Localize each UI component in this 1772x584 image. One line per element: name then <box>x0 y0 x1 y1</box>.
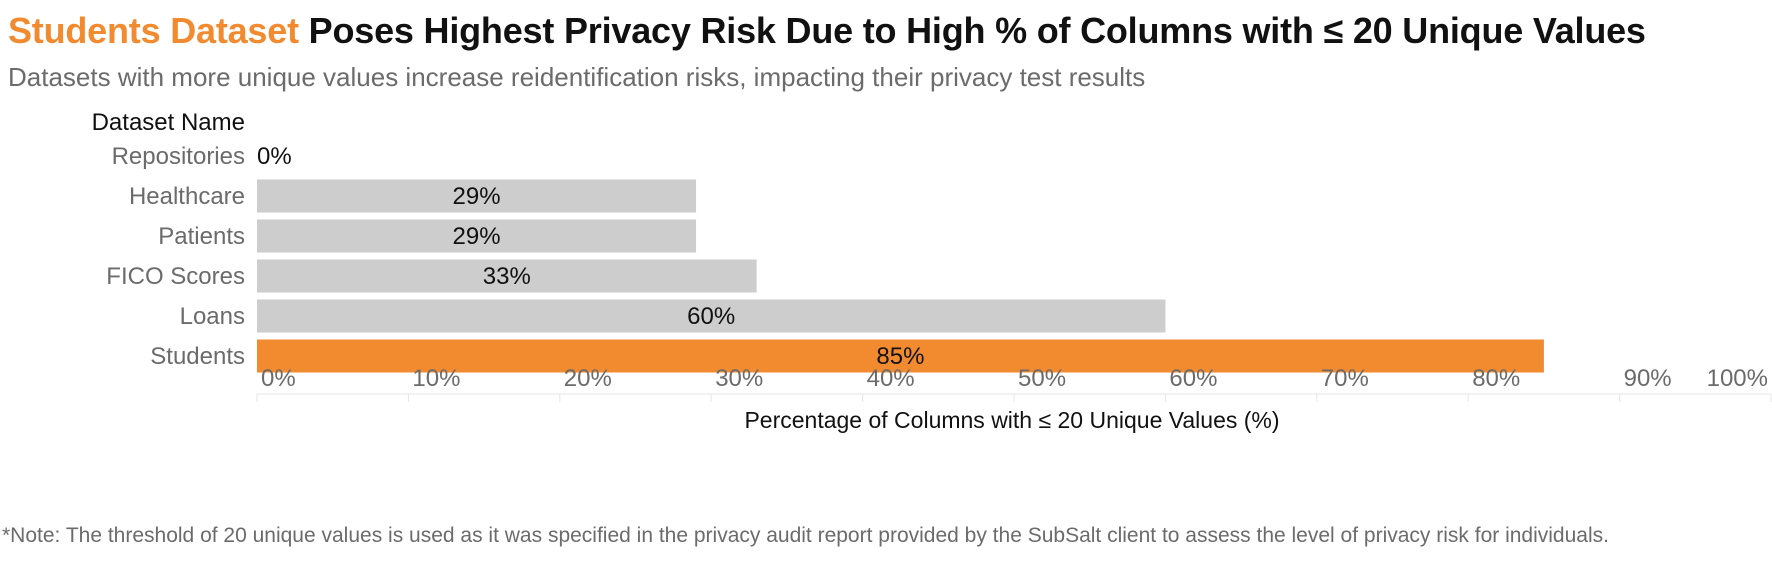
x-tick-label: 20% <box>564 365 612 392</box>
bar <box>257 219 697 253</box>
bar-value-label: 33% <box>483 263 531 290</box>
x-tick-label: 50% <box>1018 365 1066 392</box>
bar-chart: Dataset Name Repositories 0% Healthcare 29%… <box>92 110 1772 433</box>
x-tick-label: 30% <box>715 365 763 392</box>
bar <box>257 259 757 293</box>
chart-title-rest: Poses Highest Privacy Risk Due to High %… <box>298 10 1646 51</box>
bar-value-label: 85% <box>876 343 924 370</box>
category-label: Healthcare <box>129 183 245 210</box>
chart-title: Students Dataset Poses Highest Privacy R… <box>8 10 1646 52</box>
bar-value-label: 0% <box>257 143 292 170</box>
x-tick-label: 0% <box>261 365 296 392</box>
bar-value-label: 29% <box>453 183 501 210</box>
x-axis-label: Percentage of Columns with ≤ 20 Unique V… <box>744 407 1279 433</box>
x-tick-label: 70% <box>1321 365 1369 392</box>
bar <box>257 179 697 213</box>
category-label: Students <box>150 343 245 370</box>
bar <box>257 299 1166 333</box>
x-tick-label: 90% <box>1624 365 1672 392</box>
x-tick-label: 80% <box>1472 365 1520 392</box>
x-tick-label: 40% <box>867 365 915 392</box>
x-tick-label: 100% <box>1707 365 1768 392</box>
bars-group: Repositories 0% Healthcare 29% Patients 29% FI… <box>106 143 1544 373</box>
chart-subtitle: Datasets with more unique values increas… <box>8 62 1146 92</box>
x-tick-label: 10% <box>412 365 460 392</box>
footnote: *Note: The threshold of 20 unique values… <box>2 524 1609 547</box>
category-label: FICO Scores <box>106 263 245 290</box>
bar <box>257 339 1544 373</box>
bar-value-label: 60% <box>687 303 735 330</box>
category-label: Loans <box>180 303 245 330</box>
x-tick-label: 60% <box>1169 365 1217 392</box>
category-label: Repositories <box>112 143 245 170</box>
bar-value-label: 29% <box>453 223 501 250</box>
x-axis-ticks: 0% 10% 20% 30% 40% 50% 60% 70% 80% 90% 100% <box>256 365 1772 402</box>
chart-title-highlight: Students Dataset <box>8 10 299 51</box>
category-label: Patients <box>158 223 245 250</box>
category-axis-header: Dataset Name <box>92 110 245 136</box>
